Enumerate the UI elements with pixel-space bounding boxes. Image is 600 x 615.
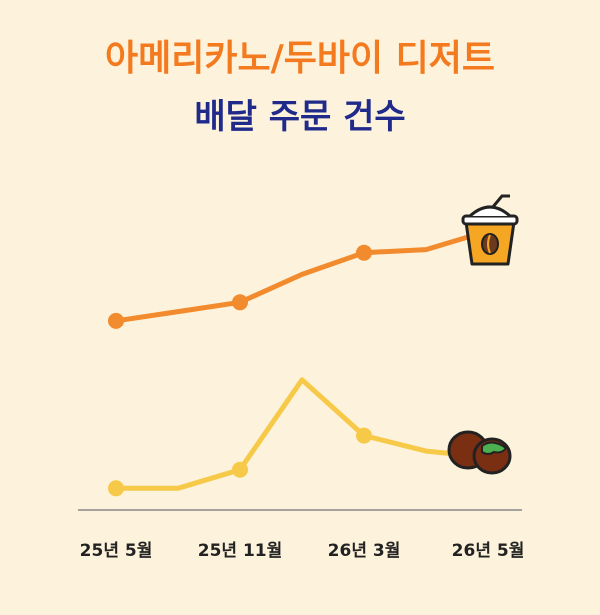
x-tick-label: 26년 3월 [328, 541, 401, 561]
chart-subtitle: 배달 주문 건수 [194, 97, 405, 137]
series-dot [108, 480, 124, 497]
x-tick-label: 26년 5월 [452, 541, 525, 561]
series-dot [108, 312, 124, 329]
series-dot [356, 244, 372, 261]
series-dot [356, 427, 372, 444]
x-tick-label: 25년 11월 [198, 541, 283, 561]
series-dot [232, 294, 248, 311]
coffee-icon [461, 194, 519, 266]
x-tick-label: 25년 5월 [80, 541, 153, 561]
chart-title: 아메리카노/두바이 디저트 [105, 38, 495, 79]
cookie-icon [447, 430, 512, 475]
series-line [113, 377, 491, 491]
series-dot [232, 461, 248, 478]
series-line [113, 228, 491, 324]
